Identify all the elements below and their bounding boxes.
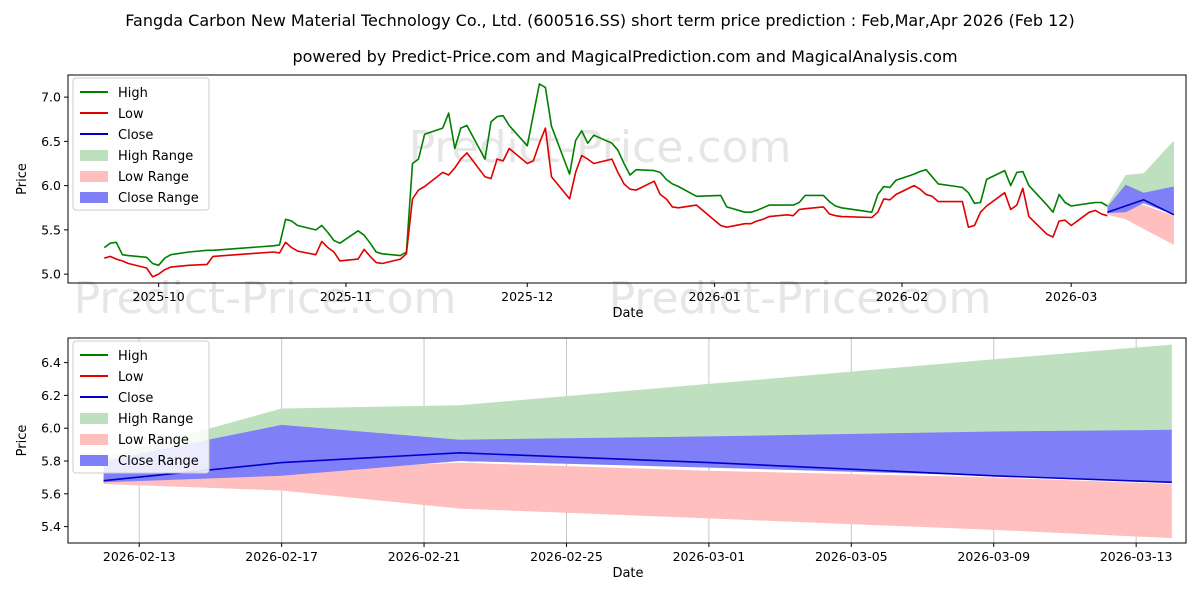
x-tick-label: 2025-12 xyxy=(501,289,553,304)
y-tick-label: 6.0 xyxy=(41,421,61,436)
legend-label-low: Low xyxy=(118,370,144,385)
y-tick-label: 5.6 xyxy=(41,486,61,501)
legend-label-high-range: High Range xyxy=(118,412,193,427)
x-tick-label: 2026-03-09 xyxy=(957,549,1030,564)
x-tick-label: 2025-10 xyxy=(133,289,185,304)
watermark-text: Predict-Price.com xyxy=(74,273,457,324)
legend-swatch-low-range xyxy=(80,434,108,445)
legend-label-high-range: High Range xyxy=(118,149,193,164)
close-series-line xyxy=(103,451,1172,484)
x-tick-label: 2026-03-13 xyxy=(1100,549,1173,564)
low-range-band xyxy=(103,462,1172,539)
x-tick-label: 2026-03-01 xyxy=(673,549,746,564)
forecast-detail-panel: Predict-Price.comPredict-Price.com2026-0… xyxy=(15,337,1187,581)
watermark-text: Predict-Price.com xyxy=(409,122,792,173)
legend-label-low-range: Low Range xyxy=(118,433,189,448)
axes-frame xyxy=(67,337,1187,544)
legend-swatch-close-range xyxy=(80,192,108,203)
close-series-line xyxy=(1107,199,1175,216)
y-tick-label: 5.8 xyxy=(41,454,61,469)
x-tick-label: 2026-02-17 xyxy=(245,549,318,564)
y-tick-label: 6.5 xyxy=(41,134,61,149)
legend-swatch-high-range xyxy=(80,150,108,161)
low-series-line xyxy=(104,127,1108,278)
x-tick-label: 2026-01 xyxy=(689,289,741,304)
high-range-band xyxy=(103,344,1172,468)
x-tick-label: 2025-11 xyxy=(320,289,372,304)
y-tick-label: 5.4 xyxy=(41,519,61,534)
x-tick-label: 2026-02 xyxy=(876,289,928,304)
y-tick-label: 5.0 xyxy=(41,267,61,282)
plot-area xyxy=(68,75,1186,283)
axes-frame xyxy=(67,74,1187,284)
legend-swatch-close-range xyxy=(80,455,108,466)
legend-label-high: High xyxy=(118,86,148,101)
legend-label-close: Close xyxy=(118,128,153,143)
legend: High Low Close High Range Low Range Close Ran… xyxy=(72,77,210,211)
x-tick-label: 2026-02-13 xyxy=(103,549,176,564)
low-range-band xyxy=(1107,204,1174,245)
x-tick-label: 2026-02-25 xyxy=(530,549,603,564)
x-tick-label: 2026-03-05 xyxy=(815,549,888,564)
chart-title: Fangda Carbon New Material Technology Co… xyxy=(125,11,1074,30)
legend-label-high: High xyxy=(118,349,148,364)
close-range-band xyxy=(103,424,1172,483)
legend: High Low Close High Range Low Range Close Ran… xyxy=(72,340,210,474)
y-tick-label: 6.0 xyxy=(41,178,61,193)
y-tick-label: 6.2 xyxy=(41,388,61,403)
chart-subtitle: powered by Predict-Price.com and Magical… xyxy=(292,47,957,66)
price-history-panel: Predict-Price.com Predict-Price.com Predic… xyxy=(15,74,1187,324)
x-tick-label: 2026-03 xyxy=(1045,289,1097,304)
high-series-line xyxy=(103,83,1108,267)
y-axis-label: Price xyxy=(15,425,30,457)
x-axis-label: Date xyxy=(612,566,643,581)
y-axis-label: Price xyxy=(15,163,30,195)
legend-swatch-high-range xyxy=(80,413,108,424)
y-tick-label: 7.0 xyxy=(41,90,61,105)
high-range-band xyxy=(1107,140,1174,210)
y-tick-label: 5.5 xyxy=(41,222,61,237)
legend-label-close: Close xyxy=(118,391,153,406)
legend-label-low: Low xyxy=(118,107,144,122)
x-tick-label: 2026-02-21 xyxy=(388,549,461,564)
x-axis-label: Date xyxy=(612,306,643,321)
legend-label-low-range: Low Range xyxy=(118,170,189,185)
y-tick-label: 6.4 xyxy=(41,355,61,370)
watermark-text: Predict-Price.com xyxy=(609,273,992,324)
legend-label-close-range: Close Range xyxy=(118,454,199,469)
legend-label-close-range: Close Range xyxy=(118,191,199,206)
legend-swatch-low-range xyxy=(80,171,108,182)
